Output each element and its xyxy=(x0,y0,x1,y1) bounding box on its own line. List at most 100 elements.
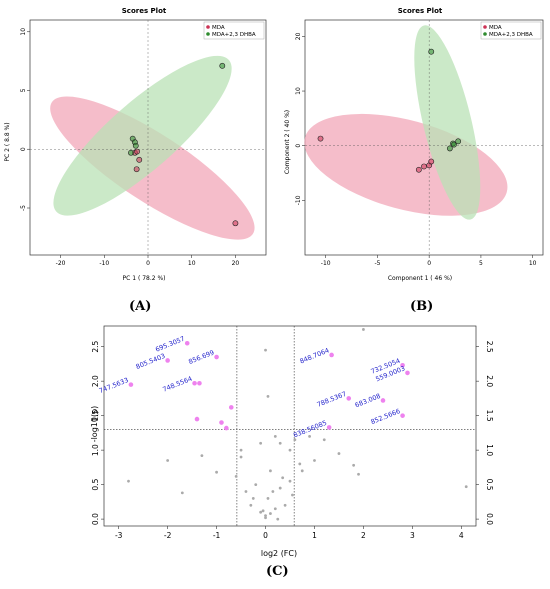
nonsignificant-point xyxy=(278,441,282,445)
nonsignificant-point xyxy=(166,459,170,462)
x-tick-label: 0 xyxy=(263,531,268,540)
x-tick-label: 5 xyxy=(479,260,483,267)
nonsignificant-point xyxy=(300,469,304,473)
nonsignificant-point xyxy=(278,486,282,490)
scores-plot-pca: Scores Plot PC 2 ( 8.8 %) PC 1 ( 78.2 %)… xyxy=(4,7,267,282)
y-tick-label: 20 xyxy=(295,32,302,40)
x-tick-label: -5 xyxy=(374,260,380,267)
data-point xyxy=(134,148,140,155)
nonsignificant-point xyxy=(293,438,297,442)
significant-point xyxy=(326,425,332,430)
nonsignificant-point xyxy=(259,441,263,445)
nonsignificant-point xyxy=(464,485,468,489)
nonsignificant-point xyxy=(269,512,272,515)
legend-label: MDA+2,3 DHBA xyxy=(212,32,256,38)
y-axis-label: -log10(p) xyxy=(90,406,99,443)
significant-point xyxy=(400,363,405,368)
significant-point xyxy=(380,398,386,403)
x-tick-label: -1 xyxy=(213,531,221,540)
y-tick-label-left: 0.0 xyxy=(91,513,100,525)
nonsignificant-point xyxy=(337,452,341,455)
nonsignificant-point xyxy=(266,497,270,500)
nonsignificant-point xyxy=(352,463,356,467)
y-tick-label: -10 xyxy=(295,195,302,205)
y-axis-label: Component 2 ( 40 %) xyxy=(284,110,291,174)
nonsignificant-point xyxy=(239,448,243,452)
y-tick-label-left: 2.5 xyxy=(91,341,100,353)
panel-label-c: (C) xyxy=(266,564,289,579)
y-tick-label: 5 xyxy=(20,88,27,92)
legend-marker xyxy=(206,25,210,29)
legend-marker xyxy=(206,32,210,36)
data-point xyxy=(219,62,226,69)
data-point xyxy=(132,142,139,149)
y-tick-label-left: 1.0 xyxy=(91,444,100,456)
nonsignificant-point xyxy=(261,509,265,513)
x-tick-label: 0 xyxy=(427,260,431,267)
significant-point xyxy=(214,354,219,360)
nonsignificant-point xyxy=(259,510,263,514)
nonsignificant-point xyxy=(298,462,302,466)
significant-point xyxy=(228,405,234,410)
significant-point xyxy=(194,416,200,422)
y-tick-label-right: 1.5 xyxy=(485,410,494,422)
significant-point xyxy=(329,352,334,358)
data-point xyxy=(455,138,462,145)
significant-point xyxy=(128,382,134,387)
x-tick-label: 20 xyxy=(232,260,240,267)
volcano-plot: -log10(p) log2 (FC) 695.3057856.699805.5… xyxy=(90,325,494,558)
x-tick-label: -2 xyxy=(164,531,172,540)
y-tick-label-right: 2.0 xyxy=(485,375,494,387)
nonsignificant-point xyxy=(313,459,316,462)
y-tick-label: -5 xyxy=(20,205,27,211)
data-point xyxy=(415,166,422,173)
nonsignificant-point xyxy=(269,469,272,473)
significant-point xyxy=(197,380,202,386)
data-point xyxy=(428,48,435,55)
data-point xyxy=(446,145,453,152)
y-tick-label: 10 xyxy=(20,28,27,36)
scores-plot-plsda: Scores Plot Component 2 ( 40 %) Componen… xyxy=(284,7,544,282)
data-point xyxy=(451,141,457,148)
nonsignificant-point xyxy=(234,474,238,478)
legend-label: MDA+2,3 DHBA xyxy=(489,32,533,38)
x-tick-label: 0 xyxy=(146,260,150,267)
nonsignificant-point xyxy=(251,497,255,500)
nonsignificant-point xyxy=(244,490,248,493)
y-tick-label-left: 0.5 xyxy=(91,478,100,490)
significant-point xyxy=(184,340,190,346)
significant-point xyxy=(405,370,410,376)
x-tick-label: 1 xyxy=(312,531,317,540)
y-tick-label-right: 0.5 xyxy=(485,479,494,491)
significant-point xyxy=(192,380,197,386)
data-point xyxy=(136,156,143,163)
nonsignificant-point xyxy=(266,394,270,398)
x-tick-label: 2 xyxy=(361,531,366,540)
nonsignificant-point xyxy=(357,472,360,476)
legend-box xyxy=(480,21,542,40)
legend-box xyxy=(203,21,265,40)
y-tick-label-right: 1.0 xyxy=(485,444,494,456)
x-tick-label: -3 xyxy=(115,531,123,540)
nonsignificant-point xyxy=(271,490,275,493)
x-tick-label: 10 xyxy=(529,260,537,267)
confidence-ellipse xyxy=(414,25,481,220)
y-tick-label: 0 xyxy=(20,147,27,151)
data-point xyxy=(428,158,435,165)
chart-title: Scores Plot xyxy=(398,7,443,15)
significant-point xyxy=(219,420,224,425)
nonsignificant-point xyxy=(273,507,277,511)
nonsignificant-point xyxy=(283,503,287,507)
y-tick-label: 10 xyxy=(295,87,302,95)
nonsignificant-point xyxy=(291,493,294,497)
significant-point xyxy=(224,425,229,431)
confidence-ellipse xyxy=(53,55,232,216)
x-tick-label: -20 xyxy=(56,260,66,267)
data-point xyxy=(133,166,140,173)
significant-point xyxy=(400,413,405,418)
x-tick-label: 3 xyxy=(410,531,415,540)
significant-point xyxy=(346,396,352,401)
